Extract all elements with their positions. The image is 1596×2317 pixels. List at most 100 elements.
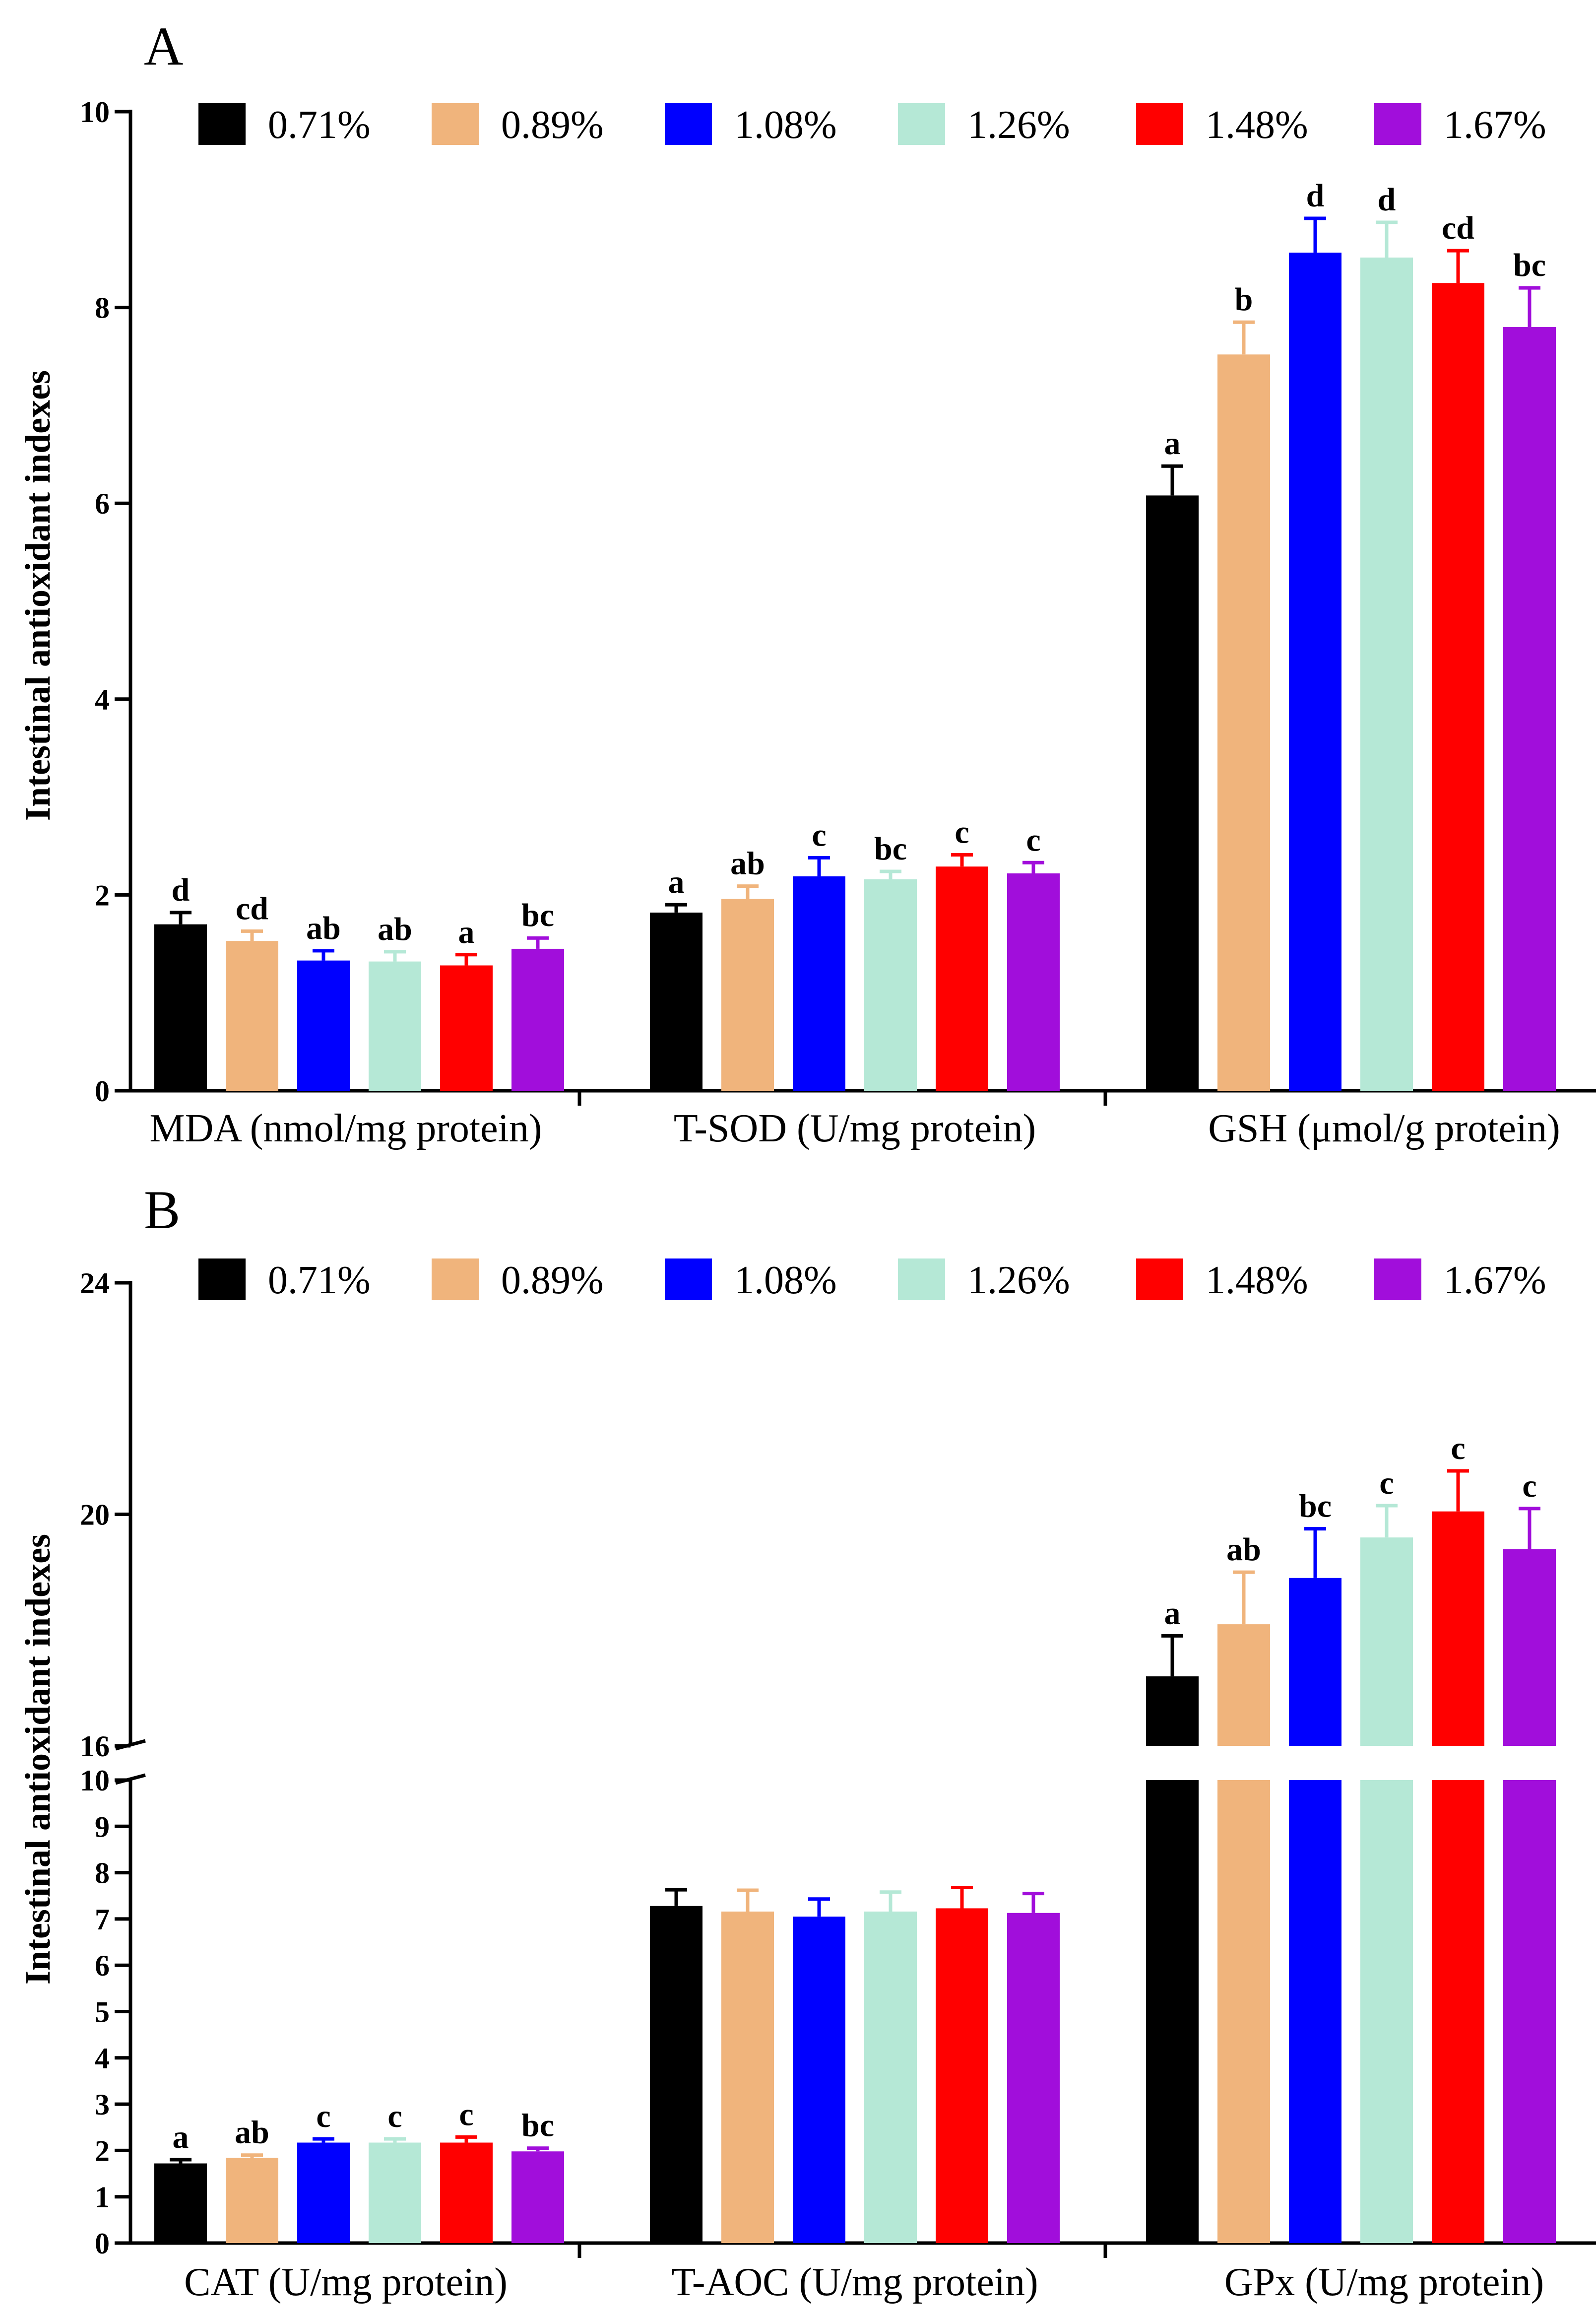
bar-3-1 (1146, 495, 1199, 1091)
legend-swatch-5 (1136, 1258, 1183, 1300)
sig-letter-b-3-6: c (1522, 1468, 1536, 1504)
y-tick-label-b-low-3: 3 (95, 2088, 110, 2121)
bar-1-6 (511, 948, 564, 1091)
legend-label-5: 1.48% (1206, 1258, 1308, 1302)
bar-1-5 (440, 2142, 493, 2243)
bar-upper-3-4 (1360, 1537, 1413, 1746)
bar-upper-3-6 (1503, 1549, 1556, 1746)
sig-letter-b-3-2: ab (1226, 1531, 1261, 1568)
bar-2-1 (650, 912, 702, 1091)
bar-1-1 (154, 2163, 207, 2243)
legend-swatch-5 (1136, 103, 1183, 145)
legend-label-4: 1.26% (967, 1258, 1070, 1302)
y-tick-label-a-4: 4 (95, 683, 110, 716)
y-tick-label-b-low-8: 8 (95, 1857, 110, 1890)
y-tick-label-b-low-7: 7 (95, 1903, 110, 1936)
sig-letter-3-6: bc (1513, 247, 1546, 283)
bar-2-4 (864, 1911, 917, 2243)
bar-2-3 (793, 1917, 845, 2243)
legend-label-6: 1.67% (1444, 1258, 1546, 1302)
bar-upper-3-1 (1146, 1676, 1199, 1746)
sig-letter-b-1-5: c (459, 2096, 473, 2132)
bar-lower-3-5 (1432, 1780, 1484, 2243)
bar-upper-3-2 (1217, 1624, 1270, 1746)
bar-2-1 (650, 1906, 702, 2243)
legend-label-1: 0.71% (268, 1258, 371, 1302)
bar-3-5 (1432, 283, 1484, 1091)
sig-letter-b-3-5: c (1451, 1430, 1465, 1466)
legend-label-3: 1.08% (734, 1258, 837, 1302)
bar-1-4 (369, 961, 421, 1091)
bar-upper-3-3 (1289, 1578, 1341, 1746)
sig-letter-2-2: ab (730, 846, 765, 882)
y-axis-title-b: Intestinal antioxidant indexes (18, 1534, 58, 1985)
legend-swatch-2 (432, 1258, 479, 1300)
y-tick-label-b-low-0: 0 (95, 2227, 110, 2260)
y-tick-label-a-8: 8 (95, 292, 110, 325)
sig-letter-1-1: d (172, 872, 190, 908)
sig-letter-1-6: bc (521, 897, 554, 933)
bar-2-3 (793, 876, 845, 1091)
legend-swatch-4 (898, 103, 945, 145)
panel-label-b: B (144, 1180, 180, 1240)
bar-1-5 (440, 965, 493, 1091)
y-tick-label-b-16: 16 (80, 1730, 110, 1763)
legend-label-2: 0.89% (501, 103, 604, 147)
bar-2-2 (721, 1911, 774, 2243)
sig-letter-2-6: c (1026, 822, 1040, 858)
bar-upper-3-5 (1432, 1511, 1484, 1746)
y-tick-label-b-low-2: 2 (95, 2134, 110, 2167)
bar-1-3 (297, 2142, 350, 2243)
bar-3-4 (1360, 257, 1413, 1091)
y-tick-label-b-20: 20 (80, 1499, 110, 1531)
y-tick-label-b-low-5: 5 (95, 1996, 110, 2029)
bar-1-2 (226, 941, 278, 1091)
bar-3-3 (1289, 253, 1341, 1091)
bar-2-5 (936, 1908, 988, 2243)
y-tick-label-a-6: 6 (95, 487, 110, 520)
legend-swatch-2 (432, 103, 479, 145)
bar-2-6 (1007, 1913, 1060, 2243)
y-tick-label-b-low-4: 4 (95, 2042, 110, 2075)
y-tick-label-b-low-6: 6 (95, 1949, 110, 1982)
sig-letter-3-5: cd (1442, 210, 1474, 246)
sig-letter-b-1-3: c (316, 2098, 330, 2134)
legend-swatch-1 (198, 103, 246, 145)
legend-label-4: 1.26% (967, 103, 1070, 147)
sig-letter-b-3-3: bc (1299, 1488, 1332, 1524)
bar-1-3 (297, 960, 350, 1091)
sig-letter-2-4: bc (874, 831, 907, 867)
legend-swatch-3 (665, 103, 712, 145)
bar-2-5 (936, 866, 988, 1091)
bar-2-6 (1007, 873, 1060, 1091)
category-label-2: T-SOD (U/mg protein) (674, 1107, 1036, 1150)
sig-letter-2-3: c (812, 817, 826, 853)
y-tick-label-b-24: 24 (80, 1267, 110, 1300)
sig-letter-2-1: a (668, 864, 685, 900)
category-label-1: MDA (nmol/mg protein) (149, 1107, 542, 1150)
sig-letter-1-5: a (458, 914, 475, 950)
sig-letter-3-4: d (1378, 182, 1396, 218)
legend-swatch-4 (898, 1258, 945, 1300)
bar-1-4 (369, 2142, 421, 2243)
legend-label-3: 1.08% (734, 103, 837, 147)
bar-1-6 (511, 2151, 564, 2243)
sig-letter-b-3-1: a (1164, 1595, 1181, 1631)
sig-letter-b-1-1: a (173, 2119, 189, 2155)
legend-label-2: 0.89% (501, 1258, 604, 1302)
sig-letter-1-4: ab (378, 911, 412, 947)
y-tick-label-a-2: 2 (95, 879, 110, 912)
bar-1-1 (154, 924, 207, 1091)
sig-letter-1-3: ab (306, 910, 341, 946)
bar-2-2 (721, 899, 774, 1091)
y-tick-label-a-10: 10 (80, 96, 110, 129)
y-tick-label-b-low-1: 1 (95, 2181, 110, 2214)
legend-swatch-3 (665, 1258, 712, 1300)
legend-label-5: 1.48% (1206, 103, 1308, 147)
bar-3-6 (1503, 327, 1556, 1091)
sig-letter-b-1-2: ab (235, 2115, 269, 2151)
category-label-3: GSH (μmol/g protein) (1208, 1107, 1560, 1150)
bar-lower-3-6 (1503, 1780, 1556, 2243)
bar-lower-3-3 (1289, 1780, 1341, 2243)
